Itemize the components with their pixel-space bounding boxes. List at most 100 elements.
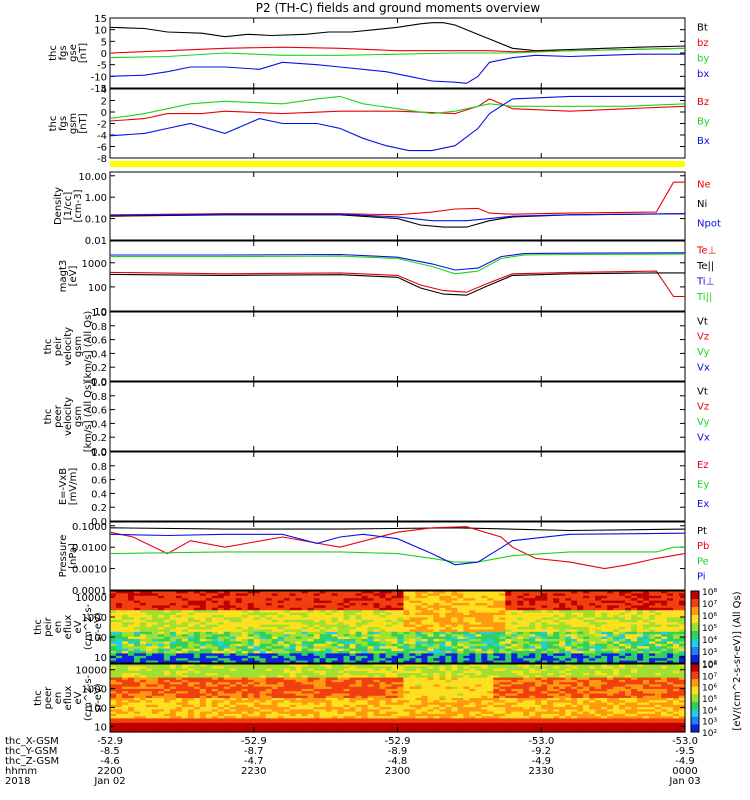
spectrogram-cell: [361, 684, 369, 688]
spectrogram-cell: [157, 713, 165, 717]
spectrogram-cell: [595, 634, 602, 638]
spectrogram-cell: [175, 615, 183, 618]
spectrogram-cell: [337, 727, 345, 731]
spectrogram-cell: [253, 636, 261, 640]
spectrogram-cell: [619, 655, 626, 659]
spectrogram-cell: [349, 658, 357, 662]
spectrogram-cell: [367, 636, 375, 640]
spectrogram-cell: [331, 646, 339, 650]
spectrogram-cell: [283, 636, 291, 640]
spectrogram-cell: [457, 612, 464, 616]
spectrogram-cell: [247, 720, 255, 724]
spectrogram-cell: [211, 711, 219, 715]
spectrogram-cell: [637, 603, 644, 606]
spectrogram-cell: [397, 636, 405, 640]
spectrogram-cell: [121, 675, 129, 679]
spectrogram-cell: [187, 603, 195, 606]
spectrogram-cell: [247, 634, 255, 638]
spectrogram-cell: [115, 593, 123, 597]
series-Pi: [109, 532, 686, 566]
spectrogram-cell: [625, 641, 632, 645]
spectrogram-cell: [331, 720, 339, 724]
spectrogram-cell: [307, 666, 315, 670]
spectrogram-cell: [295, 695, 303, 699]
spectrogram-cell: [110, 622, 117, 626]
spectrogram-cell: [283, 627, 291, 630]
y-tick-label: 0.6: [91, 406, 107, 417]
spectrogram-cell: [391, 679, 399, 683]
spectrogram-cell: [229, 651, 237, 654]
spectrogram-cell: [181, 682, 189, 685]
spectrogram-cell: [283, 603, 291, 606]
spectrogram-cell: [301, 627, 309, 630]
spectrogram-cell: [247, 664, 255, 667]
spectrogram-cell: [115, 617, 123, 621]
spectrogram-cell: [313, 600, 321, 604]
spectrogram-cell: [511, 631, 518, 635]
spectrogram-cell: [367, 593, 375, 597]
spectrogram-cell: [247, 624, 255, 628]
spectrogram-cell: [493, 612, 500, 616]
spectrogram-cell: [547, 636, 554, 640]
spectrogram-cell: [175, 684, 183, 688]
spectrogram-cell: [463, 679, 470, 683]
spectrogram-cell: [307, 619, 315, 623]
spectrogram-cell: [625, 646, 632, 650]
spectrogram-cell: [367, 675, 375, 679]
spectrogram-cell: [110, 624, 117, 628]
spectrogram-cell: [145, 605, 153, 609]
spectrogram-cell: [307, 709, 315, 713]
spectrogram-cell: [409, 707, 417, 710]
spectrogram-cell: [523, 655, 530, 659]
spectrogram-cell: [325, 639, 333, 642]
spectrogram-cell: [421, 641, 429, 645]
spectrogram-cell: [259, 641, 267, 645]
spectrogram-cell: [259, 686, 267, 690]
spectrogram-cell: [649, 615, 656, 618]
spectrogram-cell: [349, 670, 357, 674]
spectrogram-cell: [110, 695, 117, 699]
spectrogram-cell: [259, 627, 267, 630]
spectrogram-cell: [169, 679, 177, 683]
spectrogram-cell: [247, 627, 255, 630]
spectrogram-cell: [337, 720, 345, 724]
spectrogram-cell: [553, 660, 560, 664]
spectrogram-cell: [601, 639, 608, 642]
spectrogram-cell: [451, 660, 458, 664]
spectrogram-cell: [175, 716, 183, 719]
spectrogram-cell: [265, 646, 273, 650]
spectrogram-cell: [511, 617, 518, 621]
figure-title: P2 (TH-C) fields and ground moments over…: [256, 1, 541, 15]
spectrogram-cell: [289, 639, 297, 642]
spectrogram-cell: [139, 607, 147, 611]
spectrogram-cell: [475, 629, 482, 633]
spectrogram-cell: [409, 677, 417, 681]
spectrogram-cell: [433, 682, 441, 685]
spectrogram-cell: [325, 709, 333, 713]
spectrogram-cell: [193, 668, 201, 672]
spectrogram-cell: [583, 651, 590, 654]
spectrogram-cell: [289, 629, 297, 633]
spectrogram-cell: [175, 695, 183, 699]
efield-frame: [109, 451, 686, 522]
spectrogram-cell: [217, 624, 225, 628]
spectrogram-cell: [217, 605, 225, 609]
spectrogram-cell: [110, 598, 117, 602]
spectrogram-cell: [115, 660, 123, 664]
spectrogram-cell: [121, 660, 129, 664]
spectrogram-cell: [271, 682, 279, 685]
spectrogram-cell: [211, 664, 219, 667]
spectrogram-cell: [493, 639, 500, 642]
spectrogram-cell: [110, 718, 117, 722]
spectrogram-cell: [241, 658, 249, 662]
spectrogram-cell: [223, 598, 231, 602]
spectrogram-cell: [373, 612, 381, 616]
spectrogram-cell: [403, 722, 411, 726]
spectrogram-cell: [337, 722, 345, 726]
spectrogram-cell: [571, 610, 578, 614]
spectrogram-cell: [313, 591, 321, 594]
spectrogram-cell: [403, 598, 411, 602]
spectrogram-cell: [577, 646, 584, 650]
spectrogram-cell: [529, 619, 536, 623]
